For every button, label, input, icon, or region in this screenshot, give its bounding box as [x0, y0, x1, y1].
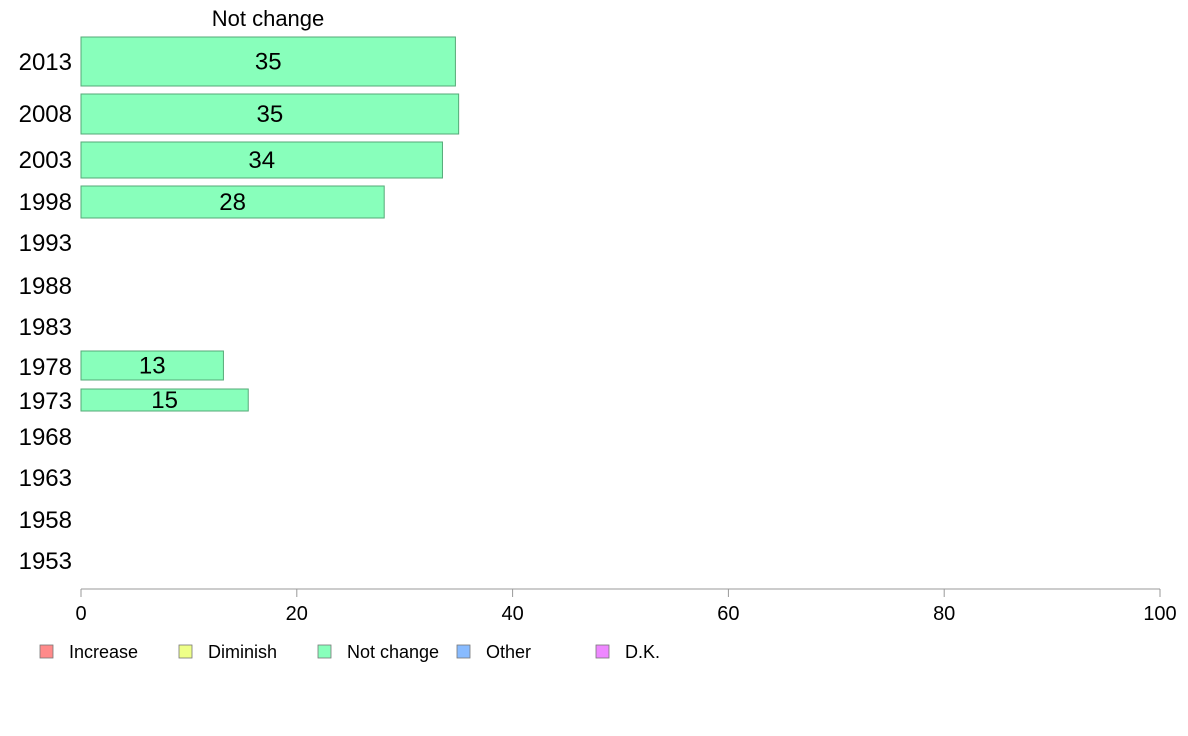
- legend-label-not-change: Not change: [347, 642, 439, 662]
- bar-label-1998: 28: [219, 189, 246, 216]
- legend-label-diminish: Diminish: [208, 642, 277, 662]
- category-label-1978: 1978: [19, 354, 72, 381]
- legend-swatch-d-k-: [595, 644, 610, 659]
- bar-label-2008: 35: [256, 101, 283, 128]
- legend-label-other: Other: [486, 642, 531, 662]
- x-tick-label-100: 100: [1143, 603, 1176, 625]
- bar-label-2003: 34: [248, 147, 275, 174]
- bar-label-2013: 35: [255, 49, 282, 76]
- category-label-1968: 1968: [19, 424, 72, 451]
- bar-label-1973: 15: [151, 387, 178, 414]
- legend-swatch-increase: [39, 644, 54, 659]
- bar-1998: [80, 185, 385, 219]
- category-label-2008: 2008: [19, 101, 72, 128]
- bar-2008: [80, 93, 460, 135]
- x-tick-label-20: 20: [286, 603, 308, 625]
- category-label-2013: 2013: [19, 49, 72, 76]
- legend-label-increase: Increase: [69, 642, 138, 662]
- legend: Increase Diminish Not change Other D.K.: [39, 642, 660, 662]
- bar-1973: [80, 388, 249, 412]
- x-tick-label-0: 0: [75, 603, 86, 625]
- x-tick-label-80: 80: [933, 603, 955, 625]
- category-labels: 2013 2008 2003 1998 1993 1988 1983 1978 1973 1968…: [19, 49, 72, 575]
- category-label-1963: 1963: [19, 465, 72, 492]
- category-label-1973: 1973: [19, 388, 72, 415]
- bar-2013: [80, 36, 456, 87]
- category-label-1983: 1983: [19, 314, 72, 341]
- category-label-1958: 1958: [19, 507, 72, 534]
- legend-swatch-other: [456, 644, 471, 659]
- category-label-1993: 1993: [19, 230, 72, 257]
- category-label-2003: 2003: [19, 147, 72, 174]
- legend-swatch-diminish: [178, 644, 193, 659]
- bar-1978: [80, 350, 224, 381]
- bar-label-1978: 13: [139, 353, 166, 380]
- x-tick-label-60: 60: [717, 603, 739, 625]
- x-axis: 0 20 40 60 80 100: [75, 588, 1177, 625]
- category-label-1953: 1953: [19, 548, 72, 575]
- category-label-1988: 1988: [19, 273, 72, 300]
- bar-2003: [80, 141, 443, 179]
- legend-label-d-k-: D.K.: [625, 642, 660, 662]
- category-label-1998: 1998: [19, 189, 72, 216]
- chart-title: Not change: [212, 6, 325, 31]
- legend-swatch-not-change: [317, 644, 332, 659]
- x-tick-label-40: 40: [501, 603, 523, 625]
